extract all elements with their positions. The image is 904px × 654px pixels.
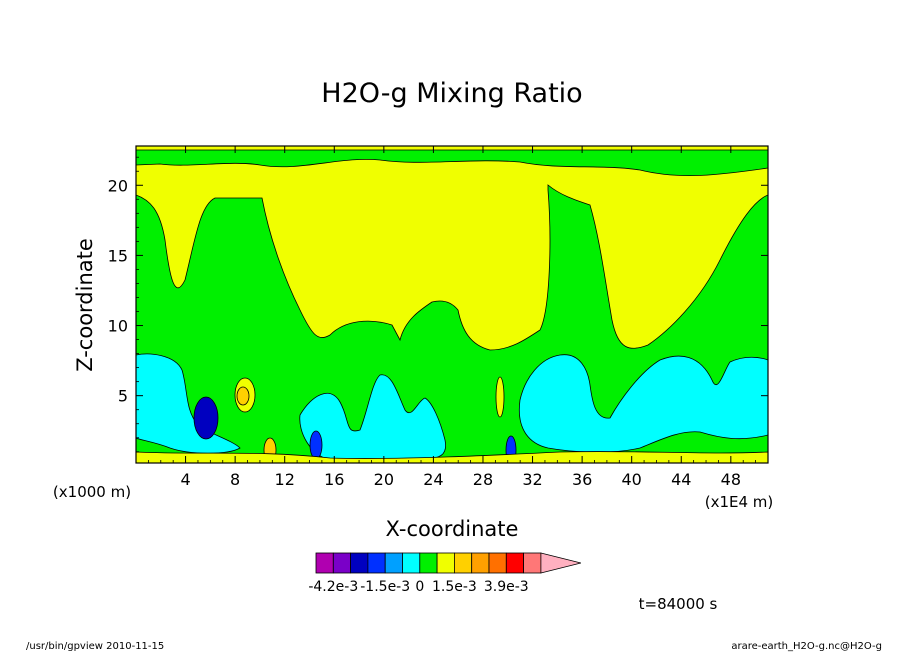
x-tick-label: 16 <box>324 470 344 489</box>
chart-title: H2O-g Mixing Ratio <box>321 78 582 109</box>
colorbar-swatch <box>367 552 386 574</box>
colorbar-swatch <box>523 552 542 574</box>
x-tick-label: 32 <box>522 470 542 489</box>
colorbar-swatch <box>419 552 438 574</box>
plot-frame <box>135 145 769 464</box>
colorbar-swatch <box>332 552 351 574</box>
y-tick-label: 5 <box>118 387 128 406</box>
y-tick-label: 15 <box>108 246 128 265</box>
colorbar-tick-label: -1.5e-3 <box>360 579 410 595</box>
colorbar-swatch <box>488 552 507 574</box>
colorbar-tick-label: 3.9e-3 <box>484 579 529 595</box>
colorbar-tick-label: 1.5e-3 <box>432 579 477 595</box>
colorbar-swatch <box>402 552 421 574</box>
x-tick-label: 4 <box>180 470 190 489</box>
x-tick-label: 44 <box>671 470 691 489</box>
orange-max-10 <box>236 386 250 406</box>
colorbar: -4.2e-3 -1.5e-3 0 1.5e-3 3.9e-3 <box>308 552 581 595</box>
x-tick-label: 36 <box>572 470 592 489</box>
green-contour-band <box>136 149 768 463</box>
y-axis-ticks: 5 10 15 20 <box>108 156 768 453</box>
blue-min-16 <box>309 430 323 460</box>
x-tick-label: 12 <box>275 470 295 489</box>
cyan-contour-band <box>136 353 768 461</box>
y-tick-label: 10 <box>108 317 128 336</box>
x-axis-label: X-coordinate <box>386 517 519 541</box>
colorbar-swatch <box>453 552 473 574</box>
time-label: t=84000 s <box>639 595 718 613</box>
footer-left: /usr/bin/gpview 2010-11-15 <box>26 641 164 652</box>
y-tick-label: 20 <box>108 176 128 195</box>
plot-area <box>136 146 768 463</box>
x-tick-label: 48 <box>721 470 741 489</box>
green-top-strip <box>136 149 768 177</box>
footer-right: arare-earth_H2O-g.nc@H2O-g <box>731 641 882 652</box>
cyan-left <box>136 353 241 454</box>
bottom-yellow-strip <box>136 451 768 463</box>
colorbar-tick-label: -4.2e-3 <box>308 579 358 595</box>
x-unit-note: (x1000 m) <box>53 483 131 501</box>
yellow-max-33 <box>495 376 505 418</box>
colorbar-swatch <box>350 552 369 574</box>
colorbar-tick-label: 0 <box>415 579 424 595</box>
colorbar-arrow <box>540 552 581 574</box>
x-tick-label: 20 <box>374 470 394 489</box>
colorbar-swatch <box>384 552 403 574</box>
x-scale-note: (x1E4 m) <box>705 493 774 511</box>
colorbar-swatch <box>436 552 455 574</box>
x-axis-ticks: 4 8 12 16 20 24 28 32 36 40 44 48 <box>147 146 757 489</box>
x-tick-label: 28 <box>473 470 493 489</box>
cyan-right <box>518 354 768 453</box>
blue-min-left <box>193 396 219 440</box>
colorbar-swatch <box>505 552 524 574</box>
x-tick-label: 40 <box>622 470 642 489</box>
colorbar-swatch <box>315 552 334 574</box>
colorbar-swatch <box>471 552 490 574</box>
green-mid-band <box>136 184 768 463</box>
x-tick-label: 8 <box>230 470 240 489</box>
x-tick-label: 24 <box>423 470 443 489</box>
y-axis-label: Z-coordinate <box>73 238 97 372</box>
